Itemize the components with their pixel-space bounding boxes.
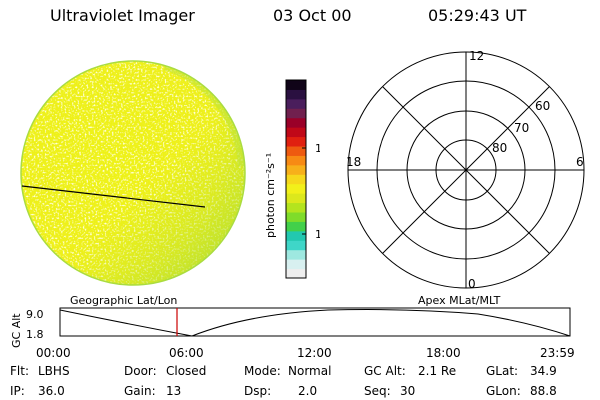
colorbar-stripe [286,202,306,213]
gcalt-value: 2.1 Re [418,364,457,378]
colorbar-stripe [286,155,306,166]
colorbar-stripe [286,80,306,90]
glat-label: GLat: [486,364,519,378]
colorbar-stripe [286,89,306,100]
colorbar-label: photon cm⁻²s⁻¹ [264,153,277,238]
app-title: Ultraviolet Imager [50,6,195,25]
timeline-altitude-curve [59,309,571,337]
polar-label-12: 12 [469,49,484,63]
ip-label: IP: [10,384,25,398]
timeline-right-title: Apex MLat/MLT [418,294,501,307]
door-value: Closed [166,364,207,378]
dsp-label: Dsp: [244,384,272,398]
timeline-left-title: Geographic Lat/Lon [70,294,177,307]
date-label: 03 Oct 00 [273,6,352,25]
colorbar-stripe [286,240,306,251]
colorbar-ticklabel-10: 10 [315,228,320,241]
colorbar-stripe [286,146,306,156]
colorbar-svg: 100 10 photon cm⁻²s⁻¹ [264,79,336,279]
imager-rim [20,60,246,286]
glon-label: GLon: [486,384,521,398]
seq-label: Seq: [364,384,391,398]
mode-label: Mode: [244,364,281,378]
door-label: Door: [124,364,157,378]
gcalt-label: GC Alt: [364,364,406,378]
polar-diagonal-2 [382,86,550,254]
info-panel: Flt: LBHS IP: 36.0 Door: Closed Gain: 13… [0,360,600,400]
colorbar-stripe [286,259,306,270]
glat-value: 34.9 [530,364,557,378]
time-label: 05:29:43 UT [428,6,527,25]
polar-label-6: 6 [576,155,584,169]
timeline-xtick-2: 12:00 [297,346,332,360]
polar-label-lat80: 80 [492,141,507,155]
colorbar-stripe [286,98,306,109]
colorbar-stripe [286,136,306,147]
timeline: GC Alt 9.0 1.8 Geographic Lat/Lon Apex M… [8,290,598,360]
colorbar-stripe [286,174,306,185]
seq-value: 30 [400,384,416,398]
polar-plot: 12 18 6 0 60 70 80 [338,48,598,298]
polar-label-lat70: 70 [514,121,529,135]
flt-label: Flt: [10,364,29,378]
colorbar: 100 10 photon cm⁻²s⁻¹ [260,74,336,284]
dsp-value: 2.0 [298,384,318,398]
colorbar-stripe [286,212,306,222]
polar-label-lat60: 60 [535,99,550,113]
timeline-ytick-bottom: 1.8 [26,328,44,341]
timeline-xtick-4: 23:59 [540,346,575,360]
colorbar-stripe [286,230,306,241]
glon-value: 88.8 [530,384,557,398]
imager-svg [20,60,246,286]
imager-image [16,56,250,290]
flt-value: LBHS [38,364,70,378]
colorbar-stripe [286,108,306,119]
timeline-frame [59,307,571,337]
timeline-ylabel: GC Alt [10,313,23,348]
colorbar-stripe [286,117,306,128]
colorbar-stripe [286,268,306,279]
timeline-xtick-0: 00:00 [36,346,71,360]
timeline-xtick-1: 06:00 [169,346,204,360]
timeline-ytick-top: 9.0 [26,308,44,321]
gain-value: 13 [166,384,182,398]
gain-label: Gain: [124,384,156,398]
colorbar-stripes [286,80,306,279]
colorbar-ticklabel-100: 100 [315,142,320,155]
ip-value: 36.0 [38,384,65,398]
timeline-svg: GC Alt 9.0 1.8 Geographic Lat/Lon Apex M… [10,294,571,348]
imager-limb-glow [21,61,245,285]
colorbar-stripe [286,127,306,138]
imager-terminator-line [21,185,206,208]
colorbar-stripe [286,164,306,175]
timeline-xtick-3: 18:00 [426,346,461,360]
colorbar-stripe [286,183,306,194]
colorbar-frame [285,79,307,279]
polar-label-18: 18 [346,155,361,169]
colorbar-stripe [286,221,306,232]
polar-label-0: 0 [468,277,476,291]
colorbar-stripe [286,249,306,260]
colorbar-stripe [286,193,306,204]
mode-value: Normal [288,364,332,378]
polar-svg: 12 18 6 0 60 70 80 [346,49,585,291]
